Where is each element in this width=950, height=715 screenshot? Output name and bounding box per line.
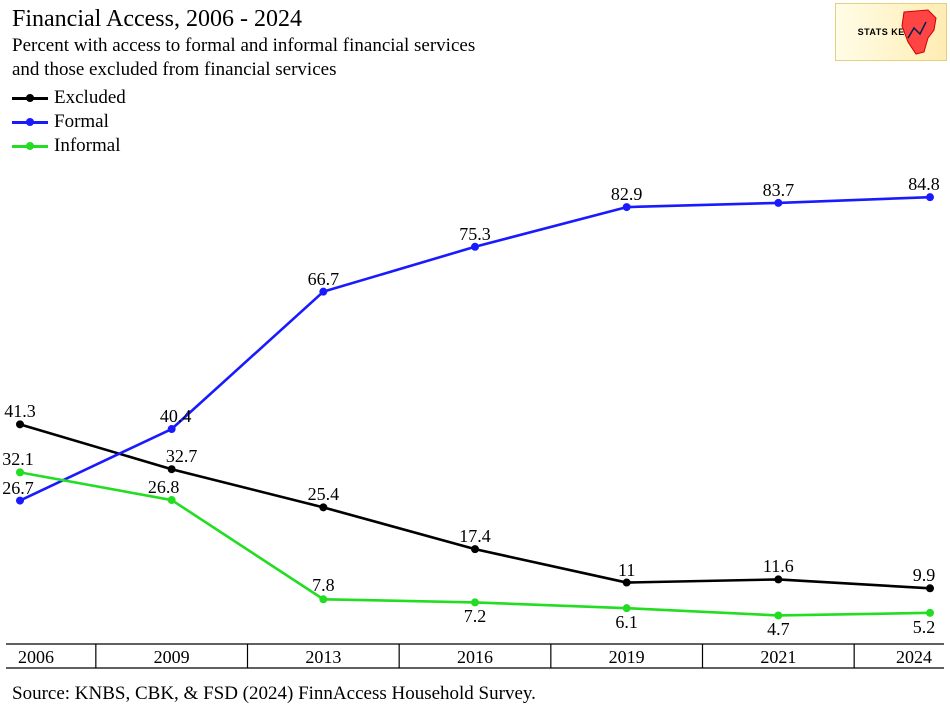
data-label: 17.4 bbox=[459, 526, 491, 547]
data-label: 11.6 bbox=[763, 556, 794, 577]
data-label: 7.8 bbox=[312, 575, 335, 596]
data-label: 41.3 bbox=[4, 401, 36, 422]
data-label: 26.8 bbox=[148, 477, 180, 498]
x-tick-label: 2006 bbox=[18, 647, 54, 668]
chart-container: Financial Access, 2006 - 2024 Percent wi… bbox=[0, 0, 950, 715]
data-label: 75.3 bbox=[459, 224, 491, 245]
x-tick-label: 2016 bbox=[457, 647, 493, 668]
x-tick-label: 2013 bbox=[305, 647, 341, 668]
data-label: 83.7 bbox=[763, 180, 795, 201]
data-label: 25.4 bbox=[308, 484, 340, 505]
x-tick-label: 2019 bbox=[609, 647, 645, 668]
data-label: 9.9 bbox=[913, 565, 936, 586]
data-label: 32.7 bbox=[166, 446, 198, 467]
data-label: 4.7 bbox=[767, 619, 790, 640]
data-label: 32.1 bbox=[2, 449, 34, 470]
chart-source: Source: KNBS, CBK, & FSD (2024) FinnAcce… bbox=[12, 683, 536, 705]
data-label: 5.2 bbox=[913, 617, 936, 638]
x-tick-label: 2009 bbox=[154, 647, 190, 668]
data-label: 82.9 bbox=[611, 184, 643, 205]
x-tick-label: 2024 bbox=[896, 647, 932, 668]
data-label: 6.1 bbox=[615, 612, 638, 633]
data-label: 84.8 bbox=[908, 174, 940, 195]
data-label: 7.2 bbox=[464, 606, 487, 627]
data-label: 11 bbox=[618, 560, 635, 581]
x-tick-label: 2021 bbox=[760, 647, 796, 668]
data-label: 40.4 bbox=[160, 406, 192, 427]
data-label: 66.7 bbox=[308, 269, 340, 290]
data-label: 26.7 bbox=[2, 478, 34, 499]
